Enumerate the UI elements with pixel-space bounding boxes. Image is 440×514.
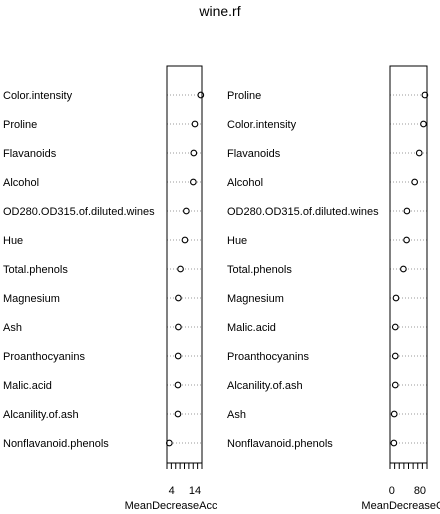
category-label: Total.phenols [3, 264, 68, 276]
data-point [174, 381, 182, 389]
category-label: OD280.OD315.of.diluted.wines [227, 206, 379, 218]
data-point [421, 91, 429, 99]
chart-title: wine.rf [198, 3, 240, 19]
category-label: Total.phenols [227, 264, 292, 276]
data-point [403, 207, 411, 215]
x-tick-label: 4 [169, 485, 175, 497]
category-label: Proanthocyanins [227, 351, 309, 363]
category-label: Malic.acid [227, 322, 276, 334]
category-label: Malic.acid [3, 380, 52, 392]
data-point [390, 439, 398, 447]
category-label: Magnesium [3, 293, 60, 305]
data-point [174, 352, 182, 360]
category-label: Proanthocyanins [3, 351, 85, 363]
data-point [391, 323, 399, 331]
data-point [390, 410, 398, 418]
category-label: Flavanoids [227, 148, 281, 160]
data-point [391, 381, 399, 389]
data-point [190, 178, 197, 186]
data-point [391, 352, 399, 360]
data-point [175, 294, 182, 302]
category-label: Alcanility.of.ash [227, 380, 303, 392]
x-axis-label: MeanDecreaseGini [361, 500, 440, 512]
data-point [403, 236, 410, 244]
category-label: Proline [3, 119, 37, 131]
data-point [411, 178, 419, 186]
data-point [197, 91, 205, 99]
dotchart-panel-1: Color.intensity Proline Flavanoids Alcohol O… [3, 65, 245, 512]
data-point [190, 149, 198, 157]
category-label: Alcanility.of.ash [3, 409, 79, 421]
x-tick-label: 0 [389, 485, 395, 497]
data-point [175, 323, 182, 331]
category-label: Magnesium [227, 293, 284, 305]
data-point [420, 120, 427, 128]
category-label: Proline [227, 90, 261, 102]
x-axis-label: MeanDecreaseAccuracy [125, 500, 245, 512]
category-label: Color.intensity [227, 119, 297, 131]
x-tick-label: 14 [189, 485, 201, 497]
category-label: Alcohol [3, 177, 39, 189]
category-label: OD280.OD315.of.diluted.wines [3, 206, 155, 218]
category-label: Nonflavanoid.phenols [227, 438, 333, 450]
category-label: Nonflavanoid.phenols [3, 438, 109, 450]
data-point [177, 265, 184, 273]
dotchart-panel-2: Proline Color.intensity Flavanoids Alcohol O… [227, 65, 440, 512]
data-point [181, 236, 189, 244]
category-label: Hue [3, 235, 23, 247]
category-label: Color.intensity [3, 90, 73, 102]
category-label: Ash [3, 322, 22, 334]
x-tick-label: 80 [414, 485, 426, 497]
category-label: Alcohol [227, 177, 263, 189]
category-label: Flavanoids [3, 148, 57, 160]
category-label: Hue [227, 235, 247, 247]
data-point [392, 294, 400, 302]
data-point [415, 149, 423, 157]
data-point [183, 207, 190, 215]
category-label: Ash [227, 409, 246, 421]
data-point [400, 265, 407, 273]
data-point [191, 120, 199, 128]
data-point [174, 410, 182, 418]
